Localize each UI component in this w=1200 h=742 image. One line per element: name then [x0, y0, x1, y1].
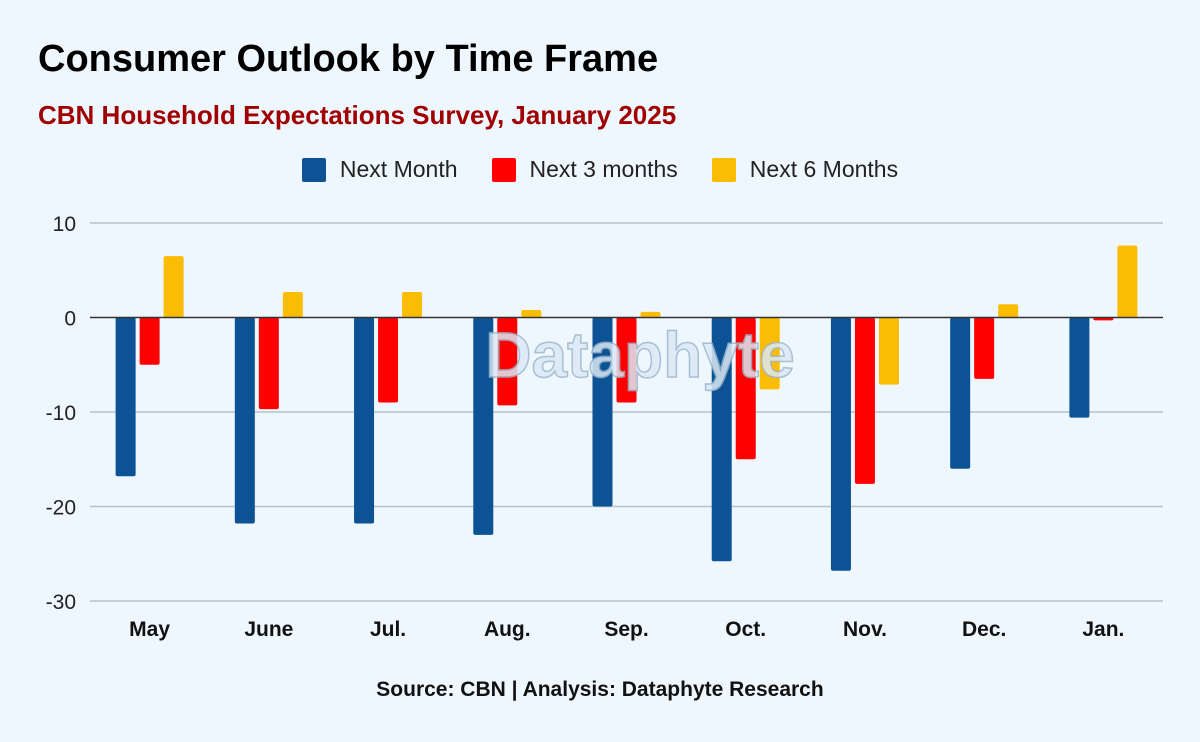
x-tick-label: Dec.: [962, 618, 1006, 641]
bar-next-6-months-jul: [402, 291, 423, 318]
legend-swatch-next-6-months: [711, 157, 736, 182]
bar-next-3-months-june: [258, 317, 279, 410]
legend: Next Month Next 3 months Next 6 Months: [0, 156, 1200, 183]
bar-next-month-sep: [592, 317, 613, 507]
bar-next-6-months-may: [163, 256, 184, 318]
y-tick-label: -10: [46, 402, 76, 425]
y-tick-label: -20: [46, 497, 76, 520]
bar-next-6-months-jan: [1117, 245, 1138, 318]
x-tick-label: Nov.: [843, 618, 887, 641]
bar-next-3-months-oct: [735, 317, 756, 460]
bar-next-3-months-may: [139, 317, 160, 365]
legend-swatch-next-3-months: [491, 157, 516, 182]
x-tick-label: Oct.: [725, 618, 766, 641]
chart-title: Consumer Outlook by Time Frame: [38, 38, 659, 80]
legend-swatch-next-month: [301, 157, 326, 182]
watermark-logo: Dataphyte: [485, 319, 794, 391]
bar-next-6-months-june: [282, 291, 303, 318]
x-tick-label: June: [244, 618, 293, 641]
bar-next-6-months-sep: [640, 311, 661, 318]
bar-next-6-months-dec: [998, 304, 1019, 318]
chart-subtitle: CBN Household Expectations Survey, Janua…: [38, 100, 677, 130]
bar-next-3-months-aug: [497, 317, 518, 406]
y-tick-label: 10: [53, 213, 76, 236]
x-tick-label: May: [129, 618, 170, 641]
bar-next-3-months-nov: [854, 317, 875, 484]
x-tick-label: Aug.: [484, 618, 531, 641]
x-tick-label: Jul.: [370, 618, 406, 641]
bar-next-6-months-nov: [878, 317, 899, 385]
bar-next-month-nov: [830, 317, 851, 571]
bar-next-month-oct: [711, 317, 732, 562]
bar-next-6-months-aug: [521, 309, 542, 318]
y-tick-label: -30: [46, 591, 76, 614]
bar-next-month-dec: [950, 317, 971, 469]
bar-next-month-aug: [473, 317, 494, 535]
legend-label-next-month: Next Month: [339, 156, 458, 182]
bar-next-month-may: [115, 317, 136, 477]
bar-next-month-june: [234, 317, 255, 524]
legend-label-next-6-months: Next 6 Months: [749, 156, 899, 182]
y-tick-label: 0: [64, 308, 76, 331]
legend-label-next-3-months: Next 3 months: [529, 156, 678, 182]
source-note: Source: CBN | Analysis: Dataphyte Resear…: [376, 678, 824, 701]
legend-item-next-3-months: Next 3 months: [491, 156, 678, 183]
bar-next-6-months-oct: [759, 317, 780, 390]
legend-item-next-6-months: Next 6 Months: [711, 156, 899, 183]
bar-next-3-months-sep: [616, 317, 637, 403]
bar-next-3-months-jul: [378, 317, 399, 403]
bar-next-3-months-dec: [974, 317, 995, 379]
bar-next-month-jul: [354, 317, 375, 524]
x-tick-label: Sep.: [604, 618, 648, 641]
x-tick-label: Jan.: [1082, 618, 1124, 641]
bar-next-month-jan: [1069, 317, 1090, 418]
legend-item-next-month: Next Month: [301, 156, 458, 183]
